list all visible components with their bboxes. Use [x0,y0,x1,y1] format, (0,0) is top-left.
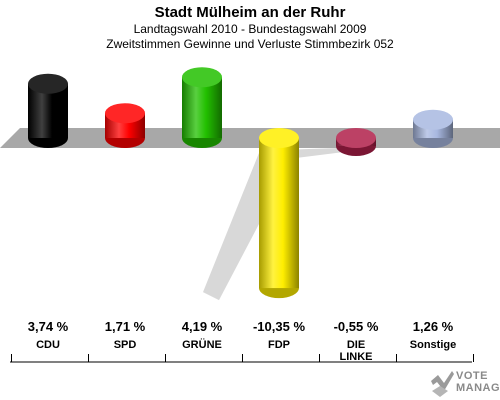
category-label-line: GRÜNE [182,339,222,351]
category-label: GRÜNE [162,339,242,351]
chart-title: Stadt Mülheim an der Ruhr [154,4,346,21]
vote-manager-logo-icon [431,371,454,397]
logo-line1: VOTE [456,370,488,382]
value-label: 1,71 % [104,319,146,334]
category-label: CDU [8,339,88,351]
bar-spd [105,103,145,148]
value-labels: 3,74 % 1,71 % 4,19 % -10,35 % -0,55 % 1,26 % [0,319,500,339]
bar-cdu [28,73,68,148]
bar-grüne [182,67,222,148]
category-label-line: CDU [36,339,60,351]
value-label: 3,74 % [27,319,69,334]
category-label: Sonstige [393,339,473,351]
category-label-line: LINKE [339,351,373,363]
category-label: FDP [239,339,319,351]
category-label-line: Sonstige [409,339,457,351]
bars [28,67,453,299]
bar-body [182,77,222,138]
bar-top-cap [259,128,299,148]
chart-subtitle-line2: Zweitstimmen Gewinne und Verluste Stimmb… [106,37,394,51]
category-label-line: DIE [346,339,366,351]
category-label-line: FDP [268,339,290,351]
category-labels: CDU SPD GRÜNE FDP DIE LINKE Sonstige [0,339,500,379]
bar-die-linke [336,128,376,156]
vote-manager-logo: VOTE MANAGER [428,366,500,400]
category-label: SPD [85,339,165,351]
bar-top-cap [182,67,222,88]
value-label: 1,26 % [412,319,454,334]
bar-top-cap [28,73,68,94]
bar-top-cap [336,128,376,148]
chart-header: Stadt Mülheim an der Ruhr Landtagswahl 2… [0,0,500,52]
bar-fdp [259,128,299,299]
bar-top-cap [413,109,453,130]
chart-subtitle-line1: Landtagswahl 2010 - Bundestagswahl 2009 [133,22,367,36]
category-label: DIE LINKE [316,339,396,363]
logo-line2: MANAGER [456,382,500,394]
value-label: -0,55 % [333,319,379,334]
bar-sonstige [413,109,453,148]
category-axis [10,354,474,363]
category-label-line: SPD [113,339,137,351]
value-label: -10,35 % [252,319,306,334]
bar-body [259,138,299,289]
value-label: 4,19 % [181,319,223,334]
bar-top-cap [105,103,145,124]
